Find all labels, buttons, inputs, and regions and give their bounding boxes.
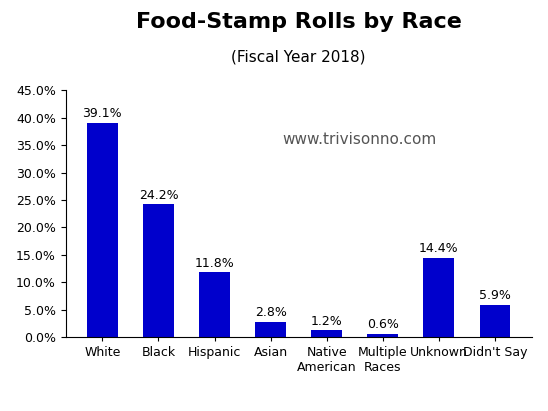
Bar <box>311 330 342 337</box>
Bar <box>199 272 230 337</box>
Text: 14.4%: 14.4% <box>419 242 459 255</box>
Bar <box>367 334 398 337</box>
Text: 39.1%: 39.1% <box>83 107 122 120</box>
Text: www.trivisonno.com: www.trivisonno.com <box>282 132 436 147</box>
Text: (Fiscal Year 2018): (Fiscal Year 2018) <box>231 49 366 64</box>
Bar <box>143 204 174 337</box>
Text: 2.8%: 2.8% <box>255 306 287 319</box>
Bar <box>480 305 510 337</box>
Bar <box>424 258 454 337</box>
Text: 5.9%: 5.9% <box>479 289 511 302</box>
Text: 11.8%: 11.8% <box>195 256 235 270</box>
Text: Food-Stamp Rolls by Race: Food-Stamp Rolls by Race <box>136 12 461 32</box>
Text: 1.2%: 1.2% <box>311 315 342 328</box>
Text: 24.2%: 24.2% <box>139 189 178 202</box>
Text: 0.6%: 0.6% <box>367 318 399 331</box>
Bar <box>255 322 286 337</box>
Bar <box>87 123 118 337</box>
